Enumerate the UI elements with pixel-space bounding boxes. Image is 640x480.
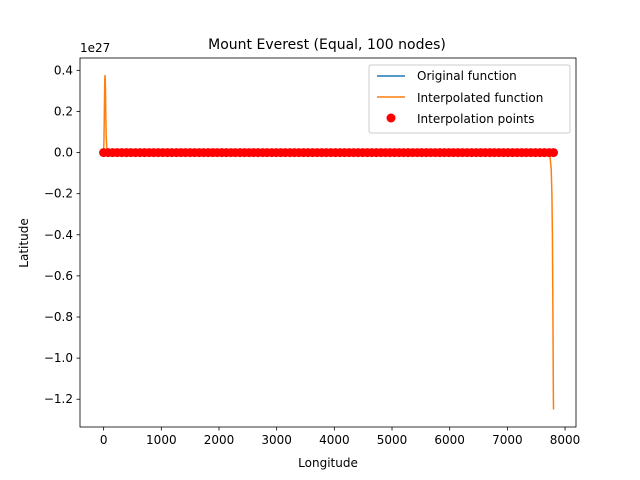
legend: Original function Interpolated function … bbox=[368, 64, 571, 134]
y-tick-label: −1.2 bbox=[44, 392, 73, 406]
legend-label-original-function: Original function bbox=[417, 69, 517, 83]
x-axis-label: Longitude bbox=[298, 456, 358, 470]
legend-marker-interpolation-points bbox=[386, 113, 396, 123]
x-tick-label: 5000 bbox=[377, 433, 408, 447]
plot-area bbox=[99, 74, 558, 410]
x-tick-label: 6000 bbox=[434, 433, 465, 447]
y-tick-label: −0.6 bbox=[44, 269, 73, 283]
legend-label-interpolated-function: Interpolated function bbox=[417, 91, 543, 105]
y-tick-label: −1.0 bbox=[44, 351, 73, 365]
y-tick-label: 0.0 bbox=[54, 146, 73, 160]
x-tick-label: 7000 bbox=[492, 433, 523, 447]
x-tick-label: 3000 bbox=[261, 433, 292, 447]
x-tick-label: 0 bbox=[100, 433, 108, 447]
legend-label-interpolation-points: Interpolation points bbox=[417, 112, 534, 126]
chart-title: Mount Everest (Equal, 100 nodes) bbox=[208, 37, 446, 53]
y-axis-label: Latitude bbox=[17, 218, 31, 267]
y-tick-label: 0.4 bbox=[54, 63, 73, 77]
y-tick-label: −0.8 bbox=[44, 310, 73, 324]
legend-box bbox=[368, 64, 571, 134]
y-tick-label: −0.2 bbox=[44, 187, 73, 201]
y-tick-label: −0.4 bbox=[44, 228, 73, 242]
x-tick-label: 4000 bbox=[319, 433, 350, 447]
axis-ticks: 0 1000 2000 3000 4000 5000 6000 7000 8000 −1.2 −1.… bbox=[44, 63, 580, 447]
x-tick-label: 8000 bbox=[550, 433, 581, 447]
axes-frame bbox=[79, 57, 577, 428]
x-tick-label: 1000 bbox=[146, 433, 177, 447]
y-multiplier: 1e27 bbox=[80, 41, 110, 55]
x-tick-label: 2000 bbox=[204, 433, 235, 447]
y-tick-label: 0.2 bbox=[54, 104, 73, 118]
interpolation-point bbox=[549, 148, 558, 158]
